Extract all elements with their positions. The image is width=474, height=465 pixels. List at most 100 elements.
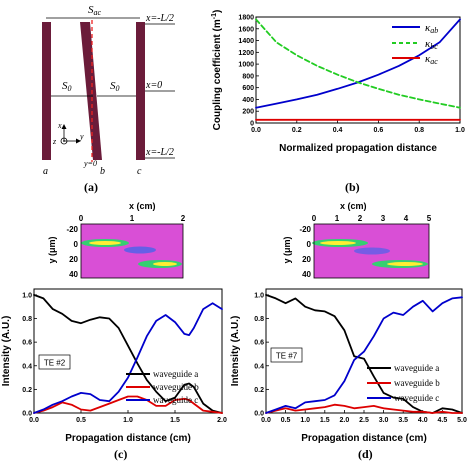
b-xtick-label: 0.8 xyxy=(414,127,424,134)
x-top-label: x=-L/2 xyxy=(145,13,174,24)
d-xtick-label: 4.0 xyxy=(418,417,428,424)
plot-c-ylabel: Intensity (A.U.) xyxy=(1,316,12,387)
map-d-xlabel: x (cm) xyxy=(340,201,367,211)
series-line-waveguide-b xyxy=(33,395,223,414)
c-ytick-label: 0.0 xyxy=(22,411,32,418)
map-c-xtick-2: 2 xyxy=(181,214,186,223)
waveguide-a-bar xyxy=(42,22,51,160)
b-ytick-label: 600 xyxy=(242,85,254,92)
plot-b-frame xyxy=(255,16,461,124)
c-xtick-label: 1.0 xyxy=(123,417,133,424)
panel-b: 0 200 400 600 800 1000 1200 1400 1600 1800 0.0 0.2… xyxy=(211,10,465,194)
d-xtick-label: 2.5 xyxy=(359,417,369,424)
map-c-ytick-0: -20 xyxy=(66,225,78,234)
d-xtick-label: 0.0 xyxy=(261,417,271,424)
series-line-waveguide-c xyxy=(33,302,223,414)
d-xtick-label: 5.0 xyxy=(457,417,467,424)
map-d-xtick-3: 3 xyxy=(381,214,386,223)
map-d-ytick-1: 0 xyxy=(307,240,312,249)
b-xtick-label: 0.4 xyxy=(333,127,343,134)
b-ytick-label: 1000 xyxy=(238,62,254,69)
map-c-image xyxy=(81,224,183,278)
c-ytick-label: 1.0 xyxy=(22,292,32,299)
legend-c-b-text: waveguide b xyxy=(153,382,199,392)
plot-c-xlabel: Propagation distance (cm) xyxy=(65,433,191,444)
series-line-waveguide-b xyxy=(265,403,463,414)
legend-kbc-text: κbc xyxy=(425,38,438,51)
panel-label-d: (d) xyxy=(358,447,373,461)
map-c-xlabel: x (cm) xyxy=(129,201,156,211)
d-xtick-label: 4.5 xyxy=(438,417,448,424)
map-d-ytick-0: -20 xyxy=(299,225,311,234)
plot-d-xticks: 0.0 0.5 1.0 1.5 2.0 2.5 3.0 3.5 4.0 4.5 5.0 xyxy=(261,410,467,424)
x-bot-label: x=-L/2 xyxy=(145,147,174,158)
x-mid-label: x=0 xyxy=(145,80,162,91)
waveguide-b-bar xyxy=(80,22,102,160)
legend-kac-text: κac xyxy=(425,53,438,66)
wg-c-label: c xyxy=(137,166,142,177)
c-ytick-label: 0.6 xyxy=(22,340,32,347)
badge-c xyxy=(38,354,71,370)
c-ytick-label: 0.8 xyxy=(22,316,32,323)
map-d-image xyxy=(312,224,429,278)
b-ytick-label: 0 xyxy=(250,121,254,128)
b-ytick-label: 1600 xyxy=(238,26,254,33)
panel-c: x (cm) 0 1 2 -20 0 20 40 y (μm) 0.00.20.… xyxy=(1,201,227,461)
legend-kab-text: κab xyxy=(425,22,438,35)
map-d-xtick-0: 0 xyxy=(312,214,317,223)
s-ac-label: Sac xyxy=(88,4,102,17)
map-d-xtick-1: 1 xyxy=(335,214,340,223)
plot-b-yticks: 0 200 400 600 800 1000 1200 1400 1600 1800 xyxy=(238,15,259,128)
map-d-ylabel: y (μm) xyxy=(282,236,292,263)
legend-c-c-text: waveguide c xyxy=(153,395,198,405)
map-d-band-a-core xyxy=(320,241,356,245)
plot-b-ylabel: Coupling coefficient (m-1) xyxy=(211,10,223,131)
d-xtick-label: 3.0 xyxy=(379,417,389,424)
c-xtick-label: 0.0 xyxy=(29,417,39,424)
s0-left-label: S0 xyxy=(62,80,72,93)
plot-d-yticks: 0.0 0.2 0.4 0.6 0.8 1.0 xyxy=(254,292,269,418)
map-c-band-c-core xyxy=(153,262,177,266)
d-ytick-label: 0.4 xyxy=(254,363,264,370)
map-d-xtick-5: 5 xyxy=(427,214,432,223)
map-c-frame xyxy=(80,223,184,279)
axis-x-label: x xyxy=(57,121,62,130)
map-d-band-b xyxy=(354,247,390,255)
axis-x-arrowhead xyxy=(61,124,67,129)
waveguide-c-bar xyxy=(136,22,145,160)
d-xtick-label: 1.5 xyxy=(320,417,330,424)
plot-b-xticks: 0.0 0.2 0.4 0.6 0.8 1.0 xyxy=(251,120,465,134)
c-xtick-label: 1.5 xyxy=(170,417,180,424)
axis-z-label: z xyxy=(52,137,57,146)
plot-d-lines xyxy=(265,293,463,414)
map-c-ytick-3: 40 xyxy=(69,270,78,279)
d-xtick-label: 1.0 xyxy=(300,417,310,424)
plot-d-ylabel: Intensity (A.U.) xyxy=(230,316,241,387)
b-ytick-label: 400 xyxy=(242,97,254,104)
plot-c-lines xyxy=(33,293,223,414)
d-ytick-label: 0.6 xyxy=(254,340,264,347)
b-ytick-label: 1200 xyxy=(238,50,254,57)
badge-d xyxy=(270,347,303,363)
plot-c-yticks: 0.0 0.2 0.4 0.6 0.8 1.0 xyxy=(22,292,37,418)
axis-z-dot xyxy=(63,140,65,142)
map-c-xtick-0: 0 xyxy=(79,214,84,223)
d-xtick-label: 3.5 xyxy=(398,417,408,424)
series-line-κbc xyxy=(255,18,461,109)
map-d-frame xyxy=(313,223,430,279)
map-d-ytick-2: 20 xyxy=(302,255,311,264)
d-ytick-label: 0.8 xyxy=(254,316,264,323)
b-xtick-label: 0.2 xyxy=(292,127,302,134)
d-ytick-label: 0.0 xyxy=(254,411,264,418)
c-xtick-label: 2.0 xyxy=(217,417,227,424)
axis-y-label: y xyxy=(79,132,84,141)
panel-d: x (cm) 0 1 2 3 4 5 -20 0 20 40 y (μm) 0.… xyxy=(230,201,467,461)
series-line-waveguide-c xyxy=(265,296,463,414)
panel-label-c: (c) xyxy=(114,447,127,461)
map-c-band-a-core xyxy=(89,241,121,245)
badge-c-text: TE #2 xyxy=(44,359,66,368)
b-ytick-label: 1800 xyxy=(238,15,254,22)
b-ytick-label: 1400 xyxy=(238,38,254,45)
b-xtick-label: 1.0 xyxy=(455,127,465,134)
